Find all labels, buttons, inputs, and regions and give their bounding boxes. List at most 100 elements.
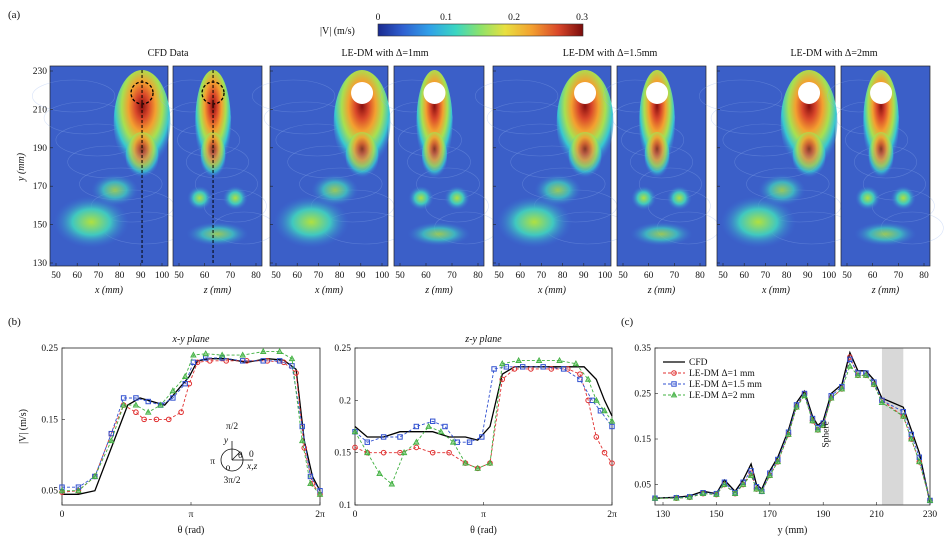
data-point xyxy=(316,490,324,497)
data-point xyxy=(498,360,506,367)
data-point xyxy=(298,437,306,444)
data-point xyxy=(479,434,485,440)
data-point xyxy=(491,366,497,372)
data-point xyxy=(442,423,448,430)
data-point xyxy=(670,391,678,398)
data-point xyxy=(430,418,436,424)
jet-core xyxy=(868,132,894,180)
data-point xyxy=(449,438,457,445)
sphere xyxy=(798,82,821,104)
field-panel-zy: 50 60 70 80 z (mm) xyxy=(159,65,276,296)
data-point xyxy=(182,380,188,387)
colorbar-tick: 0.3 xyxy=(576,13,588,23)
sphere xyxy=(423,82,446,104)
x-tick-label: 90 xyxy=(356,271,366,281)
y-tick-label: 0.05 xyxy=(634,481,651,491)
data-point xyxy=(878,398,886,406)
series-line xyxy=(354,366,613,441)
wake-region xyxy=(534,174,582,206)
data-point xyxy=(351,428,359,435)
legend-label: CFD xyxy=(689,358,708,368)
data-point xyxy=(870,380,878,387)
inset-label: 0 xyxy=(249,450,254,460)
sphere xyxy=(574,82,597,104)
x-axis-label: z (mm) xyxy=(871,285,900,296)
data-point xyxy=(363,449,371,456)
x-axis-label: z (mm) xyxy=(647,285,676,296)
x-axis-label: θ (rad) xyxy=(178,525,205,536)
x-tick-label: 50 xyxy=(271,271,281,281)
data-point xyxy=(819,421,827,428)
data-point xyxy=(593,396,600,403)
data-point xyxy=(511,366,518,372)
x-tick-label: 60 xyxy=(644,271,654,281)
y-tick-label: 0.2 xyxy=(339,396,351,406)
series-line xyxy=(354,368,613,469)
inset-label: π/2 xyxy=(226,422,238,432)
x-tick-label: 50 xyxy=(618,271,628,281)
jet-core xyxy=(792,132,826,180)
inset-label: π xyxy=(210,457,215,467)
wake-region xyxy=(631,186,657,210)
x-axis-label: x (mm) xyxy=(94,285,124,296)
data-point xyxy=(259,347,267,354)
x-axis-label: z (mm) xyxy=(424,285,453,296)
data-point xyxy=(801,392,808,399)
y-tick-label: 0.15 xyxy=(334,449,351,459)
data-point xyxy=(413,444,420,451)
data-point xyxy=(165,416,172,423)
contour-line xyxy=(252,79,336,113)
field-panels: 50 60 70 80 90 100 x (mm) 130 150 170 190 210 230 50 6… xyxy=(31,65,944,296)
y-tick-label: 0.15 xyxy=(41,415,58,425)
data-point xyxy=(388,480,396,487)
y-tick-label: 0.35 xyxy=(634,344,651,354)
x-tick-label: 70 xyxy=(226,271,236,281)
colorbar-label: |V| (m/s) xyxy=(320,26,355,37)
x-tick-label: 70 xyxy=(94,271,104,281)
data-point xyxy=(548,366,555,372)
data-point xyxy=(58,487,66,494)
data-point xyxy=(202,350,209,357)
data-point xyxy=(474,464,481,471)
field-title-dm2: LE-DM with Δ=2mm xyxy=(790,48,877,59)
field-ylabel: y (mm) xyxy=(16,152,27,182)
x-axis-label: x (mm) xyxy=(537,285,567,296)
x-tick-label: 50 xyxy=(494,271,504,281)
data-point xyxy=(157,401,164,408)
data-point xyxy=(466,439,473,445)
data-point xyxy=(651,494,659,501)
data-point xyxy=(288,355,296,362)
data-point xyxy=(380,434,387,440)
data-point xyxy=(413,438,420,445)
x-axis-label: y (mm) xyxy=(778,525,808,536)
wake-region xyxy=(222,186,248,210)
x-tick-label: 60 xyxy=(868,271,878,281)
data-point xyxy=(916,458,923,465)
data-point xyxy=(699,489,707,497)
x-axis-label: z (mm) xyxy=(203,285,232,296)
data-point xyxy=(766,471,774,478)
data-point xyxy=(132,401,140,408)
data-point xyxy=(239,351,246,358)
wake-region xyxy=(444,186,470,210)
x-axis-label: x (mm) xyxy=(761,285,791,296)
inset-label: θ xyxy=(238,451,243,461)
data-point xyxy=(276,358,283,364)
data-point xyxy=(671,370,677,376)
x-tick-label: 80 xyxy=(782,271,792,281)
data-point xyxy=(793,403,800,410)
field-panel-xy: 50 60 70 80 90 100 x (mm) xyxy=(698,65,854,296)
wake-region xyxy=(408,186,434,210)
jet-core xyxy=(345,132,379,180)
data-point xyxy=(900,412,907,419)
series-line xyxy=(354,366,613,443)
data-point xyxy=(731,489,739,497)
data-point xyxy=(380,449,387,456)
field-title-cfd: CFD Data xyxy=(148,48,189,59)
y-tick-label: 0.25 xyxy=(41,344,58,354)
inset-label: 3π/2 xyxy=(224,476,241,486)
wake-region xyxy=(666,186,692,210)
wake-region xyxy=(890,186,916,210)
data-point xyxy=(301,445,308,451)
